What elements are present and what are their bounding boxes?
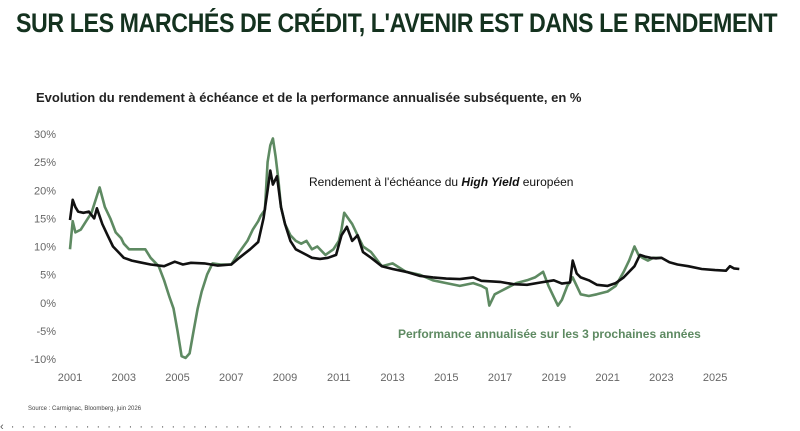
x-tick-label: 2009 <box>273 372 297 384</box>
x-tick-label: 2017 <box>488 372 512 384</box>
x-tick-label: 2021 <box>595 372 619 384</box>
y-tick-label: 15% <box>34 213 56 225</box>
y-axis: 30% 25% 20% 15% 10% 5% 0% -5% -10% <box>30 129 56 366</box>
x-tick-label: 2015 <box>434 372 458 384</box>
x-tick-label: 2001 <box>58 372 82 384</box>
y-tick-label: 20% <box>34 185 56 197</box>
series-label-yield-italic: High Yield <box>461 175 520 189</box>
series-label-performance: Performance annualisée sur les 3 prochai… <box>398 327 701 341</box>
series-label-yield-prefix: Rendement à l'échéance du <box>309 175 461 189</box>
x-tick-label: 2023 <box>649 372 673 384</box>
y-tick-label: -10% <box>30 354 56 366</box>
x-tick-label: 2005 <box>165 372 189 384</box>
series-line-yield <box>68 169 740 288</box>
x-tick-label: 2007 <box>219 372 243 384</box>
source-note: Source : Carmignac, Bloomberg, juin 2026 <box>28 406 142 412</box>
y-tick-label: 5% <box>40 270 56 282</box>
x-tick-label: 2011 <box>327 372 351 384</box>
y-tick-label: 30% <box>34 129 56 141</box>
series-label-yield: Rendement à l'échéance du High Yield eur… <box>309 175 573 189</box>
x-tick-label: 2025 <box>703 372 727 384</box>
cut-off-text-fragment: ‹ · · · · · · · · · · · · · · · · · · · … <box>0 424 574 431</box>
y-tick-label: 10% <box>34 242 56 254</box>
series-lines <box>68 137 740 360</box>
y-tick-label: 25% <box>34 157 56 169</box>
x-tick-label: 2003 <box>112 372 136 384</box>
x-tick-label: 2013 <box>380 372 404 384</box>
y-tick-label: 0% <box>40 298 56 310</box>
chart-title: Evolution du rendement à échéance et de … <box>36 90 582 105</box>
series-label-yield-suffix: européen <box>519 175 573 189</box>
series-line-performance <box>68 137 662 360</box>
x-axis: 2001 2003 2005 2007 2009 2011 2013 2015 2017 2019… <box>58 372 728 384</box>
x-tick-label: 2019 <box>542 372 566 384</box>
y-tick-label: -5% <box>36 326 56 338</box>
page-headline: SUR LES MARCHÉS DE CRÉDIT, L'AVENIR EST … <box>16 8 778 38</box>
